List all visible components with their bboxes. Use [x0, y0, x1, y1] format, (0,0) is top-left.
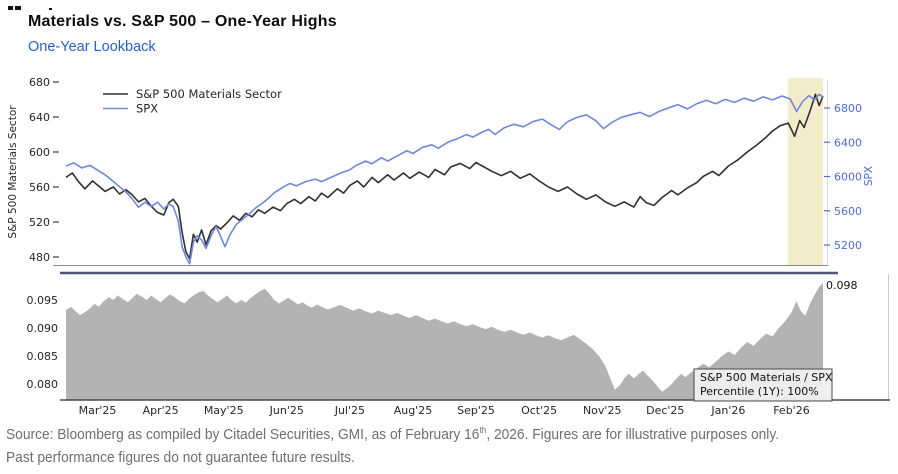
- month-label: Sep'25: [457, 404, 495, 417]
- ratio-tick-label: 0.095: [27, 294, 59, 307]
- right-axis-ticks: 6800 6400 6000 5600 5200: [824, 102, 862, 252]
- screenshot-crop-artifact: [8, 6, 13, 10]
- month-label: Aug'25: [394, 404, 433, 417]
- right-tick-label: 6800: [834, 102, 862, 115]
- left-tick-label: 520: [29, 216, 50, 229]
- source-note-line1: Source: Bloomberg as compiled by Citadel…: [6, 425, 780, 443]
- right-tick-label: 5200: [834, 239, 862, 252]
- ratio-tick-label: 0.085: [27, 350, 59, 363]
- ratio-tick-label: 0.080: [27, 378, 59, 391]
- month-label: Jun'25: [269, 404, 304, 417]
- ratio-annotation-box: S&P 500 Materials / SPX Percentile (1Y):…: [693, 368, 833, 402]
- month-label: Dec'25: [646, 404, 684, 417]
- ratio-annotation-rect: [693, 368, 833, 402]
- page-title: Materials vs. S&P 500 – One-Year Highs: [28, 13, 337, 30]
- right-axis-title: SPX: [863, 166, 875, 186]
- month-label: Mar'25: [79, 404, 117, 417]
- source-note-line2: Past performance figures do not guarante…: [6, 449, 355, 466]
- month-label: Nov'25: [583, 404, 622, 417]
- month-label: Feb'26: [773, 404, 810, 417]
- left-tick-label: 680: [29, 76, 50, 89]
- legend-label-materials: S&P 500 Materials Sector: [136, 87, 282, 101]
- right-tick-label: 6000: [834, 171, 862, 184]
- left-tick-label: 600: [29, 146, 50, 159]
- materials-line: [65, 93, 824, 260]
- left-axis-title: S&P 500 Materials Sector: [7, 105, 19, 239]
- x-axis-labels: Mar'25 Apr'25 May'25 Jun'25 Jul'25 Aug'25 Sep'…: [79, 404, 810, 417]
- ratio-tick-label: 0.090: [27, 322, 59, 335]
- month-label: Jul'25: [334, 404, 365, 417]
- page-subtitle: One-Year Lookback: [28, 39, 156, 55]
- month-label: Jan'26: [710, 404, 745, 417]
- right-tick-label: 5600: [834, 205, 862, 218]
- left-tick-label: 560: [29, 181, 50, 194]
- ratio-axis-ticks: 0.095 0.090 0.085 0.080: [27, 294, 59, 391]
- left-tick-label: 640: [29, 111, 50, 124]
- last-value-label: 0.098: [826, 279, 858, 292]
- spx-line: [65, 93, 824, 265]
- highlight-band: [787, 78, 823, 265]
- month-label: Apr'25: [143, 404, 179, 417]
- ordinal-sup: th: [479, 425, 487, 436]
- legend-label-spx: SPX: [136, 102, 158, 116]
- ratio-area: [66, 283, 823, 400]
- legend: S&P 500 Materials Sector SPX: [103, 87, 282, 116]
- month-label: Oct'25: [521, 404, 557, 417]
- ratio-annotation-line2: Percentile (1Y): 100%: [700, 385, 819, 398]
- left-axis-ticks: 680 640 600 560 520 480: [29, 76, 59, 264]
- ratio-annotation-line1: S&P 500 Materials / SPX: [700, 371, 833, 384]
- right-tick-label: 6400: [834, 136, 862, 149]
- screenshot-crop-artifact: [49, 8, 52, 10]
- screenshot-crop-artifact: [15, 6, 21, 10]
- left-tick-label: 480: [29, 251, 50, 264]
- month-label: May'25: [204, 404, 244, 417]
- source-note: Source: Bloomberg as compiled by Citadel…: [6, 424, 898, 470]
